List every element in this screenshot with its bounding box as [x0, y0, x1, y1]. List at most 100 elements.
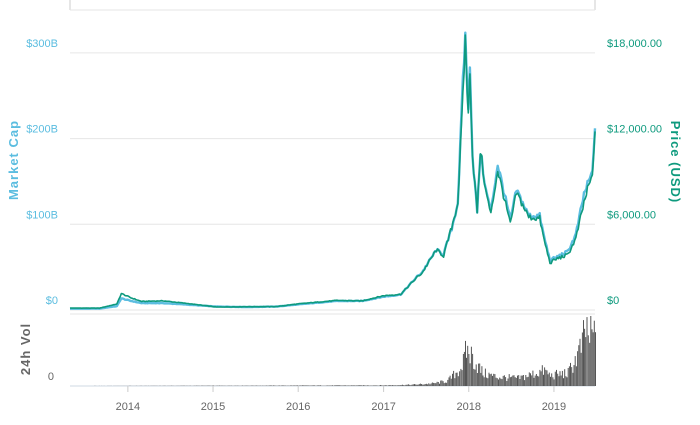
volume-bar	[363, 385, 364, 386]
volume-bar	[424, 385, 425, 387]
volume-bar	[481, 366, 482, 386]
volume-bar	[381, 385, 382, 386]
volume-bar	[314, 385, 315, 386]
volume-bar	[568, 368, 569, 386]
volume-bar	[499, 378, 500, 386]
volume-bar	[416, 385, 417, 386]
volume-bar	[370, 386, 371, 387]
volume-bar	[422, 385, 423, 386]
volume-bar	[496, 378, 497, 386]
volume-bar	[440, 381, 441, 386]
volume-bar	[330, 386, 331, 387]
volume-bar	[348, 385, 349, 386]
volume-bar	[399, 385, 400, 386]
volume-bar	[484, 377, 485, 386]
volume-bar	[458, 376, 459, 386]
volume-bar	[302, 385, 303, 386]
volume-bar	[297, 385, 298, 386]
volume-bar	[594, 321, 595, 386]
volume-bar	[426, 384, 427, 386]
volume-bar	[470, 363, 471, 386]
volume-bar	[364, 385, 365, 386]
volume-bar	[567, 377, 568, 386]
volume-bar	[282, 385, 283, 386]
volume-bar	[427, 384, 428, 386]
volume-bar	[328, 386, 329, 387]
volume-bar	[318, 385, 319, 386]
volume-bar	[430, 384, 431, 386]
volume-bar	[331, 386, 332, 387]
volume-bar	[290, 386, 291, 387]
volume-bar	[453, 371, 454, 386]
volume-bar	[531, 375, 532, 386]
volume-bar	[536, 374, 537, 386]
volume-bar	[398, 385, 399, 386]
volume-bar	[589, 343, 590, 386]
volume-bar	[349, 386, 350, 387]
left-axis-tick-label: $200B	[26, 124, 58, 136]
volume-bar	[419, 384, 420, 386]
volume-bar	[493, 374, 494, 386]
volume-bar	[524, 380, 525, 386]
volume-axis-ticks: 0	[48, 371, 54, 383]
volume-bar	[266, 386, 267, 387]
volume-bar	[393, 385, 394, 386]
volume-bar	[274, 386, 275, 387]
volume-bar	[320, 385, 321, 386]
volume-bar	[545, 370, 546, 386]
volume-bar	[516, 378, 517, 386]
volume-bar	[447, 380, 448, 386]
volume-bar	[578, 345, 579, 386]
volume-bar	[340, 385, 341, 386]
volume-bar	[294, 385, 295, 386]
volume-bar	[465, 341, 466, 386]
volume-bar	[595, 332, 596, 386]
volume-bar	[404, 385, 405, 386]
volume-bar	[327, 386, 328, 387]
volume-bar	[391, 385, 392, 386]
volume-bar	[271, 385, 272, 386]
volume-bar	[541, 371, 542, 386]
volume-bar	[554, 379, 555, 386]
volume-bar	[435, 383, 436, 386]
volume-bar	[336, 385, 337, 386]
volume-bar	[332, 385, 333, 386]
volume-bar	[434, 383, 435, 386]
price-line	[70, 35, 595, 308]
volume-bar	[569, 366, 570, 386]
volume-bar	[251, 386, 252, 387]
volume-bar	[396, 385, 397, 386]
volume-bar	[431, 383, 432, 386]
volume-bar	[585, 337, 586, 386]
series-layer	[70, 33, 596, 386]
volume-bar	[295, 386, 296, 387]
left-axis-title: Market Cap	[6, 120, 21, 200]
volume-bar	[574, 365, 575, 386]
left-axis-tick-label: $0	[46, 295, 58, 307]
x-axis-tick-label: 2014	[116, 401, 140, 413]
volume-bar	[547, 370, 548, 386]
volume-bar	[527, 377, 528, 386]
volume-bar	[462, 370, 463, 386]
volume-bar	[572, 373, 573, 386]
volume-bar	[310, 386, 311, 387]
volume-bar	[497, 378, 498, 386]
volume-bar	[544, 367, 545, 386]
volume-bar	[410, 385, 411, 386]
volume-bar	[380, 385, 381, 386]
volume-bar	[529, 372, 530, 386]
volume-bar	[356, 386, 357, 387]
volume-bar	[432, 383, 433, 387]
volume-bar	[357, 385, 358, 386]
right-axis-tick-label: $6,000.00	[607, 209, 656, 221]
volume-bar	[358, 385, 359, 386]
volume-bar	[420, 384, 421, 386]
volume-bar	[379, 385, 380, 386]
volume-bar	[565, 376, 566, 386]
volume-bar	[478, 364, 479, 386]
volume-bar	[551, 373, 552, 386]
volume-bar	[473, 369, 474, 386]
volume-bar	[303, 385, 304, 386]
volume-bar	[438, 382, 439, 386]
volume-bar	[418, 385, 419, 386]
